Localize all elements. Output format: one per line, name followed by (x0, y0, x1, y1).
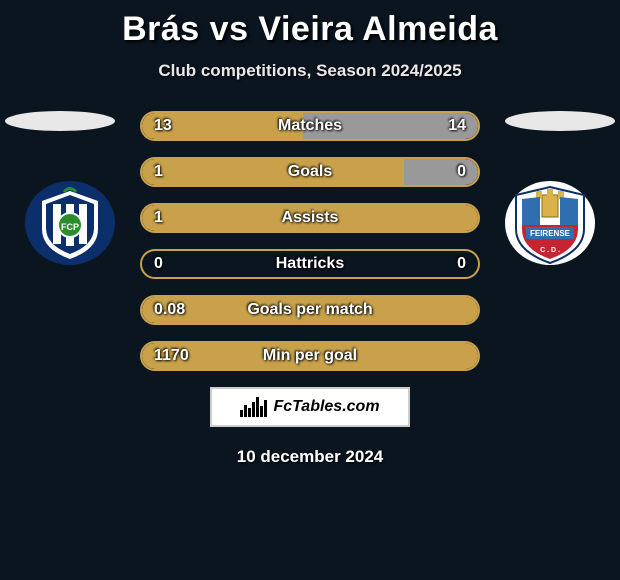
stat-label: Hattricks (276, 255, 344, 273)
stat-value-right: 14 (448, 117, 466, 135)
stat-row: 1170 Min per goal (140, 341, 480, 371)
stats-bars: 13 14 Matches 1 0 Goals 1 Assists 0 0 Hattricks 0.0… (140, 111, 480, 371)
player-oval-right (505, 111, 615, 131)
stat-row: 0.08 Goals per match (140, 295, 480, 325)
stat-label: Goals per match (247, 301, 372, 319)
stat-label: Goals (288, 163, 332, 181)
team-badge-right: FEIRENSE C . D . (500, 181, 600, 266)
subtitle: Club competitions, Season 2024/2025 (0, 61, 620, 81)
footer-brand: FcTables.com (210, 387, 410, 427)
stat-value-right: 0 (457, 255, 466, 273)
stat-value-left: 1 (154, 209, 163, 227)
stat-fill-left (142, 159, 404, 185)
stat-row: 13 14 Matches (140, 111, 480, 141)
porto-crest-icon: FCP (20, 181, 120, 266)
svg-text:C . D .: C . D . (540, 247, 560, 254)
stat-fill-right (404, 159, 478, 185)
stat-value-left: 1 (154, 163, 163, 181)
stat-value-left: 1170 (154, 347, 189, 365)
stat-label: Min per goal (263, 347, 357, 365)
stat-value-left: 0.08 (154, 301, 185, 319)
player-oval-left (5, 111, 115, 131)
svg-text:FEIRENSE: FEIRENSE (530, 229, 571, 238)
stat-row: 0 0 Hattricks (140, 249, 480, 279)
svg-text:FCP: FCP (61, 222, 79, 232)
stat-row: 1 0 Goals (140, 157, 480, 187)
date-text: 10 december 2024 (0, 447, 620, 467)
stat-row: 1 Assists (140, 203, 480, 233)
comparison-content: FCP FEIRENSE C . D . 1314Matches10Go (0, 111, 620, 467)
stat-value-left: 13 (154, 117, 172, 135)
page-title: Brás vs Vieira Almeida (0, 0, 620, 49)
footer-brand-text: FcTables.com (273, 398, 379, 416)
team-badge-left: FCP (20, 181, 120, 266)
stat-value-right: 0 (457, 163, 466, 181)
stat-value-left: 0 (154, 255, 163, 273)
stat-label: Assists (282, 209, 339, 227)
bars-icon (240, 397, 267, 417)
feirense-crest-icon: FEIRENSE C . D . (500, 181, 600, 266)
stat-label: Matches (278, 117, 342, 135)
